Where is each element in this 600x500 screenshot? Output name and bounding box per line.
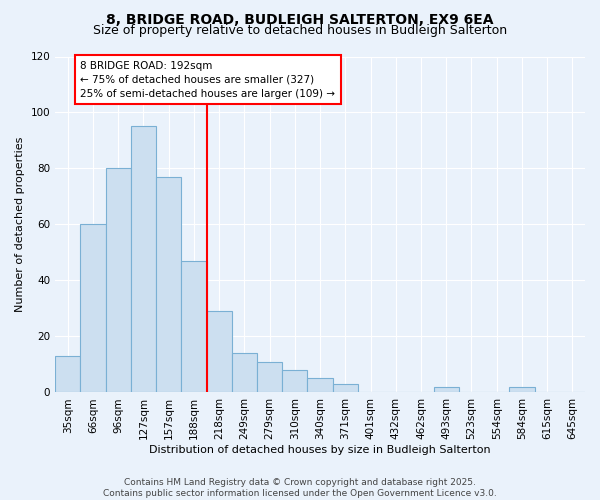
Text: 8 BRIDGE ROAD: 192sqm
← 75% of detached houses are smaller (327)
25% of semi-det: 8 BRIDGE ROAD: 192sqm ← 75% of detached …	[80, 60, 335, 98]
Bar	[131, 126, 156, 392]
Bar	[55, 356, 80, 393]
Bar	[181, 261, 206, 392]
Bar	[509, 387, 535, 392]
Bar	[282, 370, 307, 392]
Bar	[257, 362, 282, 392]
X-axis label: Distribution of detached houses by size in Budleigh Salterton: Distribution of detached houses by size …	[149, 445, 491, 455]
Text: 8, BRIDGE ROAD, BUDLEIGH SALTERTON, EX9 6EA: 8, BRIDGE ROAD, BUDLEIGH SALTERTON, EX9 …	[106, 12, 494, 26]
Bar	[232, 354, 257, 393]
Bar	[307, 378, 332, 392]
Bar	[206, 312, 232, 392]
Bar	[332, 384, 358, 392]
Bar	[80, 224, 106, 392]
Text: Contains HM Land Registry data © Crown copyright and database right 2025.
Contai: Contains HM Land Registry data © Crown c…	[103, 478, 497, 498]
Bar	[156, 177, 181, 392]
Bar	[106, 168, 131, 392]
Y-axis label: Number of detached properties: Number of detached properties	[15, 137, 25, 312]
Text: Size of property relative to detached houses in Budleigh Salterton: Size of property relative to detached ho…	[93, 24, 507, 37]
Bar	[434, 387, 459, 392]
